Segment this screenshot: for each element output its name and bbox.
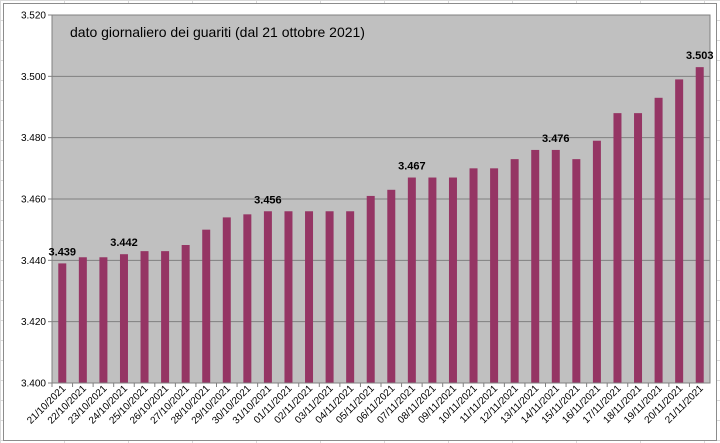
y-tick-label: 3.440 (21, 256, 46, 267)
bar (222, 217, 231, 383)
bar (305, 211, 314, 383)
bars (58, 67, 704, 384)
y-axis-ticks: 3.400 3.420 3.440 3.460 3.480 3.500 3.520 (21, 11, 46, 390)
y-tick-label: 3.500 (21, 72, 46, 83)
data-label: 3.467 (398, 161, 426, 173)
y-tick-label: 3.460 (21, 195, 46, 206)
bar (654, 97, 663, 384)
bar (634, 113, 643, 383)
bar (202, 229, 211, 383)
bar (469, 168, 478, 383)
bar (572, 159, 581, 383)
bar (263, 211, 272, 383)
data-label: 3.456 (254, 194, 282, 206)
bar (161, 251, 170, 383)
bar (428, 177, 437, 383)
bar (407, 177, 416, 383)
data-label: 3.476 (542, 133, 570, 145)
y-tick-label: 3.400 (21, 379, 46, 390)
bar (592, 140, 601, 383)
bar (366, 195, 375, 383)
data-labels: 3.439 3.442 3.456 3.467 3.476 3.503 (49, 50, 714, 258)
bar (448, 177, 457, 383)
x-axis-ticks: 21/10/202122/10/202123/10/202124/10/2021… (25, 382, 710, 427)
bar (325, 211, 334, 383)
bar (510, 159, 519, 383)
bar (284, 211, 293, 383)
data-label: 3.439 (49, 246, 77, 258)
bar (99, 257, 108, 383)
bar (78, 257, 87, 383)
bar (490, 168, 499, 383)
bar (613, 113, 622, 383)
bar (695, 67, 704, 383)
bar (140, 251, 149, 383)
bar (243, 214, 252, 383)
y-tick-label: 3.420 (21, 317, 46, 328)
bar (675, 79, 684, 384)
bar (531, 149, 540, 383)
bar (346, 211, 355, 383)
data-label: 3.442 (110, 237, 138, 249)
bar (387, 189, 396, 383)
y-tick-label: 3.520 (21, 11, 46, 22)
bar (58, 263, 67, 383)
data-label: 3.503 (686, 50, 714, 62)
y-tick-label: 3.480 (21, 133, 46, 144)
bar (181, 245, 190, 383)
bar (119, 254, 128, 383)
bar (551, 149, 560, 383)
chart-title: dato giornaliero dei guariti (dal 21 ott… (70, 24, 365, 40)
